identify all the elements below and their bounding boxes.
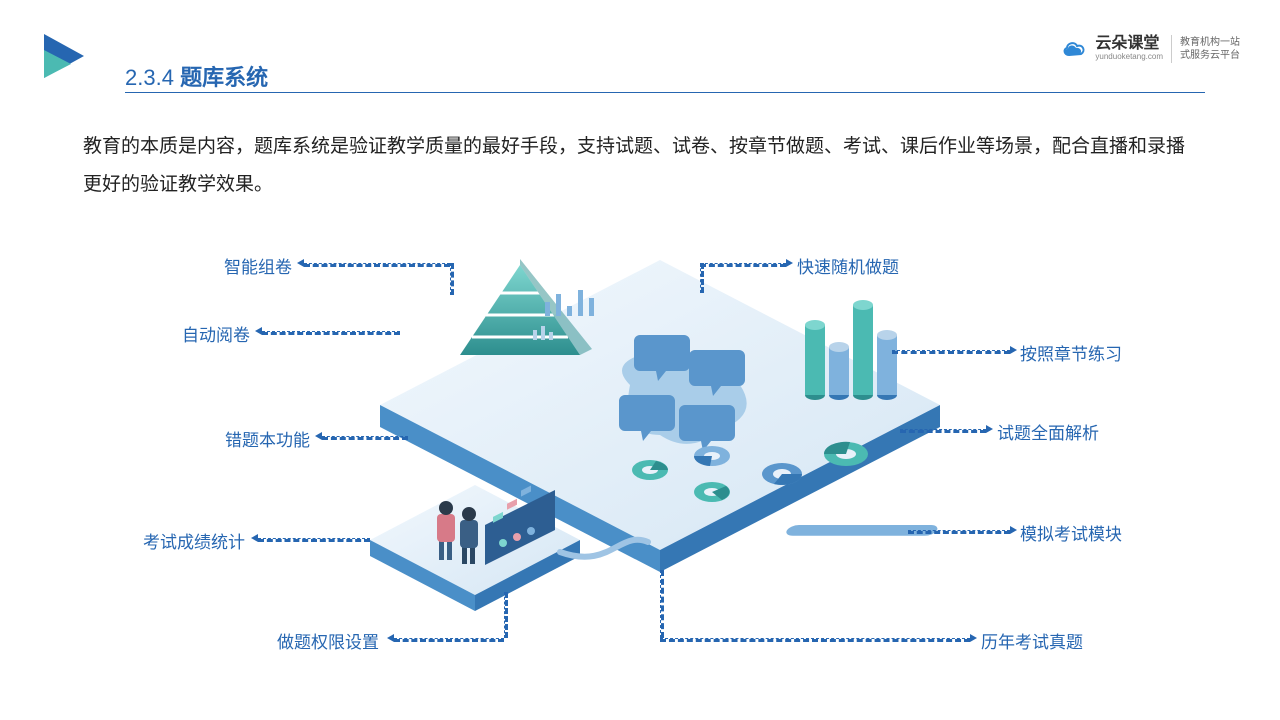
leader-line <box>700 263 786 267</box>
description-text: 教育的本质是内容，题库系统是验证教学质量的最好手段，支持试题、试卷、按章节做题、… <box>83 128 1198 204</box>
section-number: 2.3.4 <box>125 65 174 90</box>
feature-quick-random: 快速随机做题 <box>797 253 899 278</box>
arrow-icon <box>986 425 993 433</box>
leader-line <box>304 263 450 267</box>
arrow-icon <box>387 634 394 642</box>
feature-permission: 做题权限设置 <box>277 628 379 653</box>
leader-line <box>450 263 454 295</box>
brand-block: 云朵课堂 yunduoketang.com 教育机构一站 式服务云平台 <box>1061 35 1240 63</box>
feature-past-papers: 历年考试真题 <box>981 628 1083 653</box>
feature-score-stats: 考试成绩统计 <box>143 528 245 553</box>
brand-slogan: 教育机构一站 式服务云平台 <box>1180 36 1240 62</box>
feature-smart-paper: 智能组卷 <box>224 253 292 278</box>
corner-logo-icon <box>38 30 93 85</box>
leader-line <box>504 592 508 638</box>
section-title: 2.3.4 题库系统 <box>125 60 268 92</box>
cloud-icon <box>1061 39 1089 59</box>
leader-line <box>700 263 704 293</box>
feature-wrong-book: 错题本功能 <box>225 426 310 451</box>
leader-line <box>394 638 504 642</box>
leader-line <box>322 436 408 440</box>
arrow-icon <box>970 634 977 642</box>
section-title-text: 题库系统 <box>180 65 268 90</box>
arrow-icon <box>1010 526 1017 534</box>
brand-name: 云朵课堂 <box>1095 36 1163 52</box>
leader-line <box>258 538 370 542</box>
arrow-icon <box>315 432 322 440</box>
feature-full-analysis: 试题全面解析 <box>997 419 1099 444</box>
leader-line <box>660 638 970 642</box>
feature-chapter-practice: 按照章节练习 <box>1020 340 1122 365</box>
leader-line <box>660 570 664 638</box>
isometric-illustration <box>0 230 1280 690</box>
leader-line <box>262 331 400 335</box>
arrow-icon <box>297 259 304 267</box>
leader-line <box>900 429 986 433</box>
leader-line <box>892 350 1010 354</box>
feature-diagram: 智能组卷 自动阅卷 错题本功能 考试成绩统计 做题权限设置 快速随机做题 按照章… <box>0 230 1280 690</box>
leader-line <box>908 530 1010 534</box>
feature-auto-grade: 自动阅卷 <box>182 321 250 346</box>
title-underline <box>125 92 1205 93</box>
brand-separator <box>1171 35 1172 63</box>
arrow-icon <box>1010 346 1017 354</box>
arrow-icon <box>255 327 262 335</box>
arrow-icon <box>786 259 793 267</box>
arrow-icon <box>251 534 258 542</box>
brand-domain: yunduoketang.com <box>1095 52 1163 62</box>
feature-mock-exam: 模拟考试模块 <box>1020 520 1122 545</box>
